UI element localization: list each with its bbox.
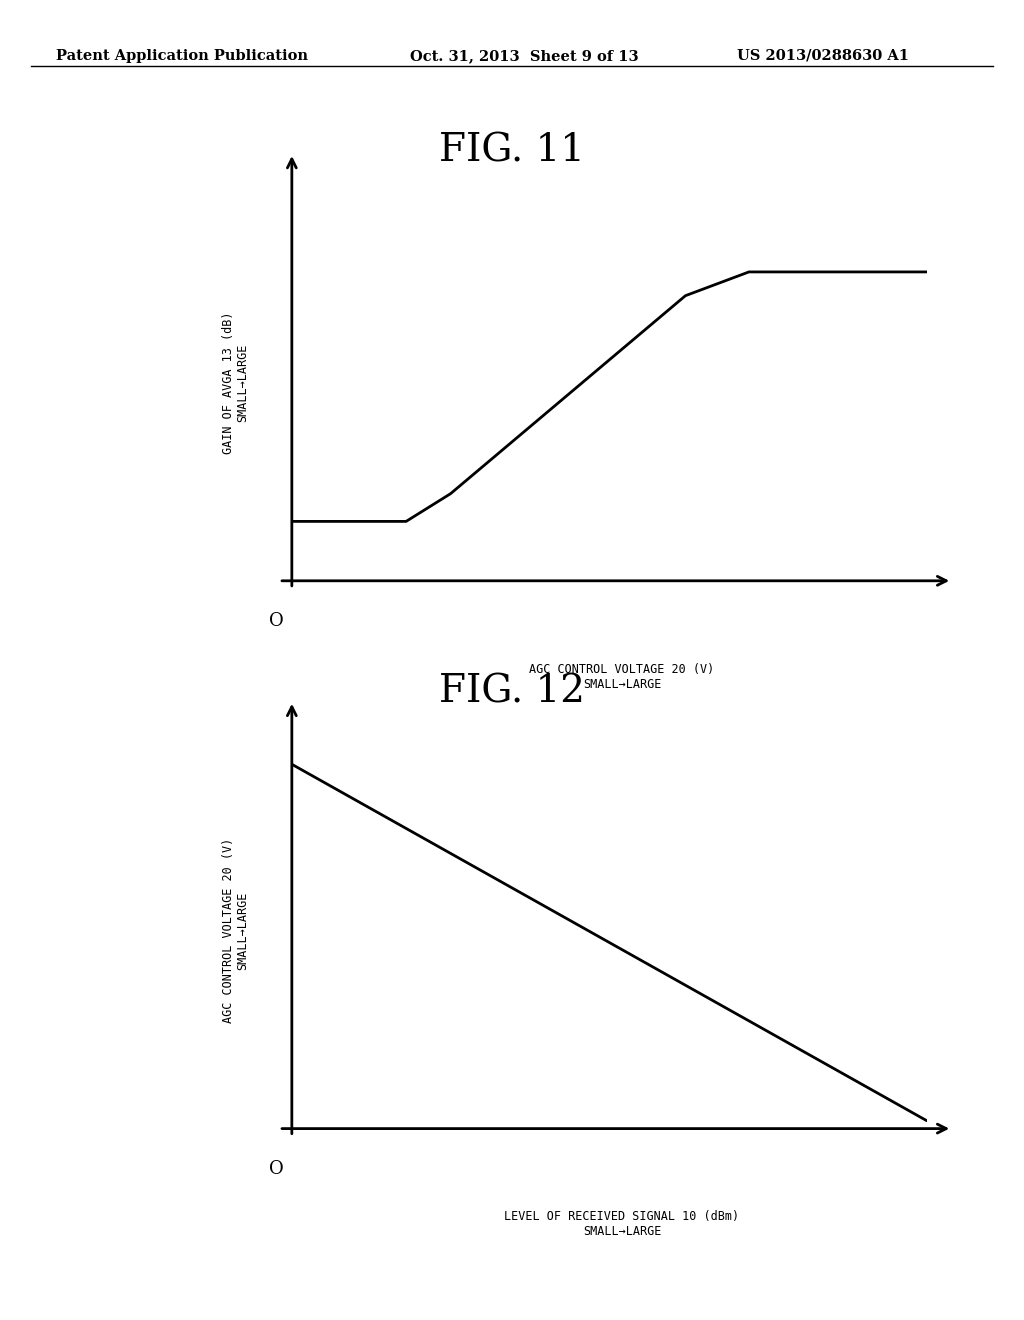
Text: FIG. 12: FIG. 12 bbox=[439, 673, 585, 710]
Text: US 2013/0288630 A1: US 2013/0288630 A1 bbox=[737, 49, 909, 63]
Text: Patent Application Publication: Patent Application Publication bbox=[56, 49, 308, 63]
Text: O: O bbox=[268, 612, 284, 631]
Text: AGC CONTROL VOLTAGE 20 (V)
SMALL→LARGE: AGC CONTROL VOLTAGE 20 (V) SMALL→LARGE bbox=[529, 663, 715, 690]
Text: GAIN OF AVGA 13 (dB)
SMALL→LARGE: GAIN OF AVGA 13 (dB) SMALL→LARGE bbox=[221, 312, 250, 454]
Text: Oct. 31, 2013  Sheet 9 of 13: Oct. 31, 2013 Sheet 9 of 13 bbox=[410, 49, 638, 63]
Text: LEVEL OF RECEIVED SIGNAL 10 (dBm)
SMALL→LARGE: LEVEL OF RECEIVED SIGNAL 10 (dBm) SMALL→… bbox=[505, 1210, 739, 1238]
Text: FIG. 11: FIG. 11 bbox=[439, 132, 585, 169]
Text: AGC CONTROL VOLTAGE 20 (V)
SMALL→LARGE: AGC CONTROL VOLTAGE 20 (V) SMALL→LARGE bbox=[221, 838, 250, 1023]
Text: O: O bbox=[268, 1160, 284, 1179]
